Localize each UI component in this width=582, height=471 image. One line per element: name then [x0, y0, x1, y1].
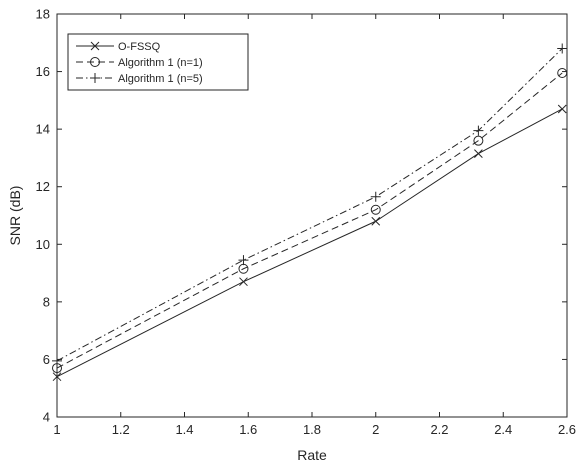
x-tick-label: 2.4 — [494, 422, 512, 437]
y-tick-label: 10 — [36, 237, 50, 252]
data-point — [370, 191, 381, 202]
legend: O-FSSQ Algorithm 1 (n=1) Algorithm 1 (n=5) — [67, 33, 249, 91]
x-tick-label: 2.2 — [430, 422, 448, 437]
data-point — [52, 355, 62, 366]
data-point — [370, 204, 381, 215]
data-point — [557, 43, 568, 54]
x-tick-label: 1 — [53, 422, 60, 437]
legend-marker — [90, 41, 100, 51]
y-tick-label: 16 — [36, 64, 50, 79]
legend-marker — [90, 57, 100, 67]
series-3 — [52, 43, 568, 366]
legend-label: Algorithm 1 (n=1) — [118, 57, 203, 69]
x-tick-label: 2 — [372, 422, 379, 437]
x-tick-label: 1.4 — [175, 422, 193, 437]
y-tick-label: 18 — [36, 7, 50, 22]
series-layer — [52, 43, 568, 382]
data-point — [371, 216, 381, 226]
series-line — [56, 72, 563, 369]
data-point — [52, 372, 62, 382]
legend-marker — [90, 73, 100, 83]
x-tick-label: 2.6 — [558, 422, 576, 437]
x-tick-label: 1.2 — [112, 422, 130, 437]
x-tick-label: 1.8 — [303, 422, 321, 437]
x-tick-label: 1.6 — [239, 422, 257, 437]
data-point — [473, 125, 484, 136]
data-point — [557, 68, 568, 79]
data-point — [474, 149, 483, 158]
y-tick-label: 4 — [43, 410, 50, 425]
series-1 — [52, 104, 567, 382]
y-axis-label: SNR (dB) — [7, 186, 23, 246]
data-point — [473, 135, 484, 146]
legend-item: O-FSSQ — [76, 41, 161, 53]
data-point — [238, 255, 249, 266]
legend-label: O-FSSQ — [118, 41, 161, 53]
legend-item: Algorithm 1 (n=5) — [76, 73, 203, 85]
y-tick-label: 8 — [43, 294, 50, 309]
axis-ticks: 1 1.2 1.4 1.6 1.8 2 2.2 2.4 2.6 4 6 8 10 12 14 16 18 — [36, 7, 577, 438]
data-point — [239, 277, 248, 287]
legend-item: Algorithm 1 (n=1) — [76, 57, 203, 69]
x-axis-label: Rate — [297, 447, 327, 463]
y-tick-label: 6 — [43, 352, 50, 367]
data-point — [557, 104, 567, 114]
y-tick-label: 12 — [36, 179, 50, 194]
legend-label: Algorithm 1 (n=5) — [118, 73, 203, 85]
y-tick-label: 14 — [36, 122, 50, 137]
